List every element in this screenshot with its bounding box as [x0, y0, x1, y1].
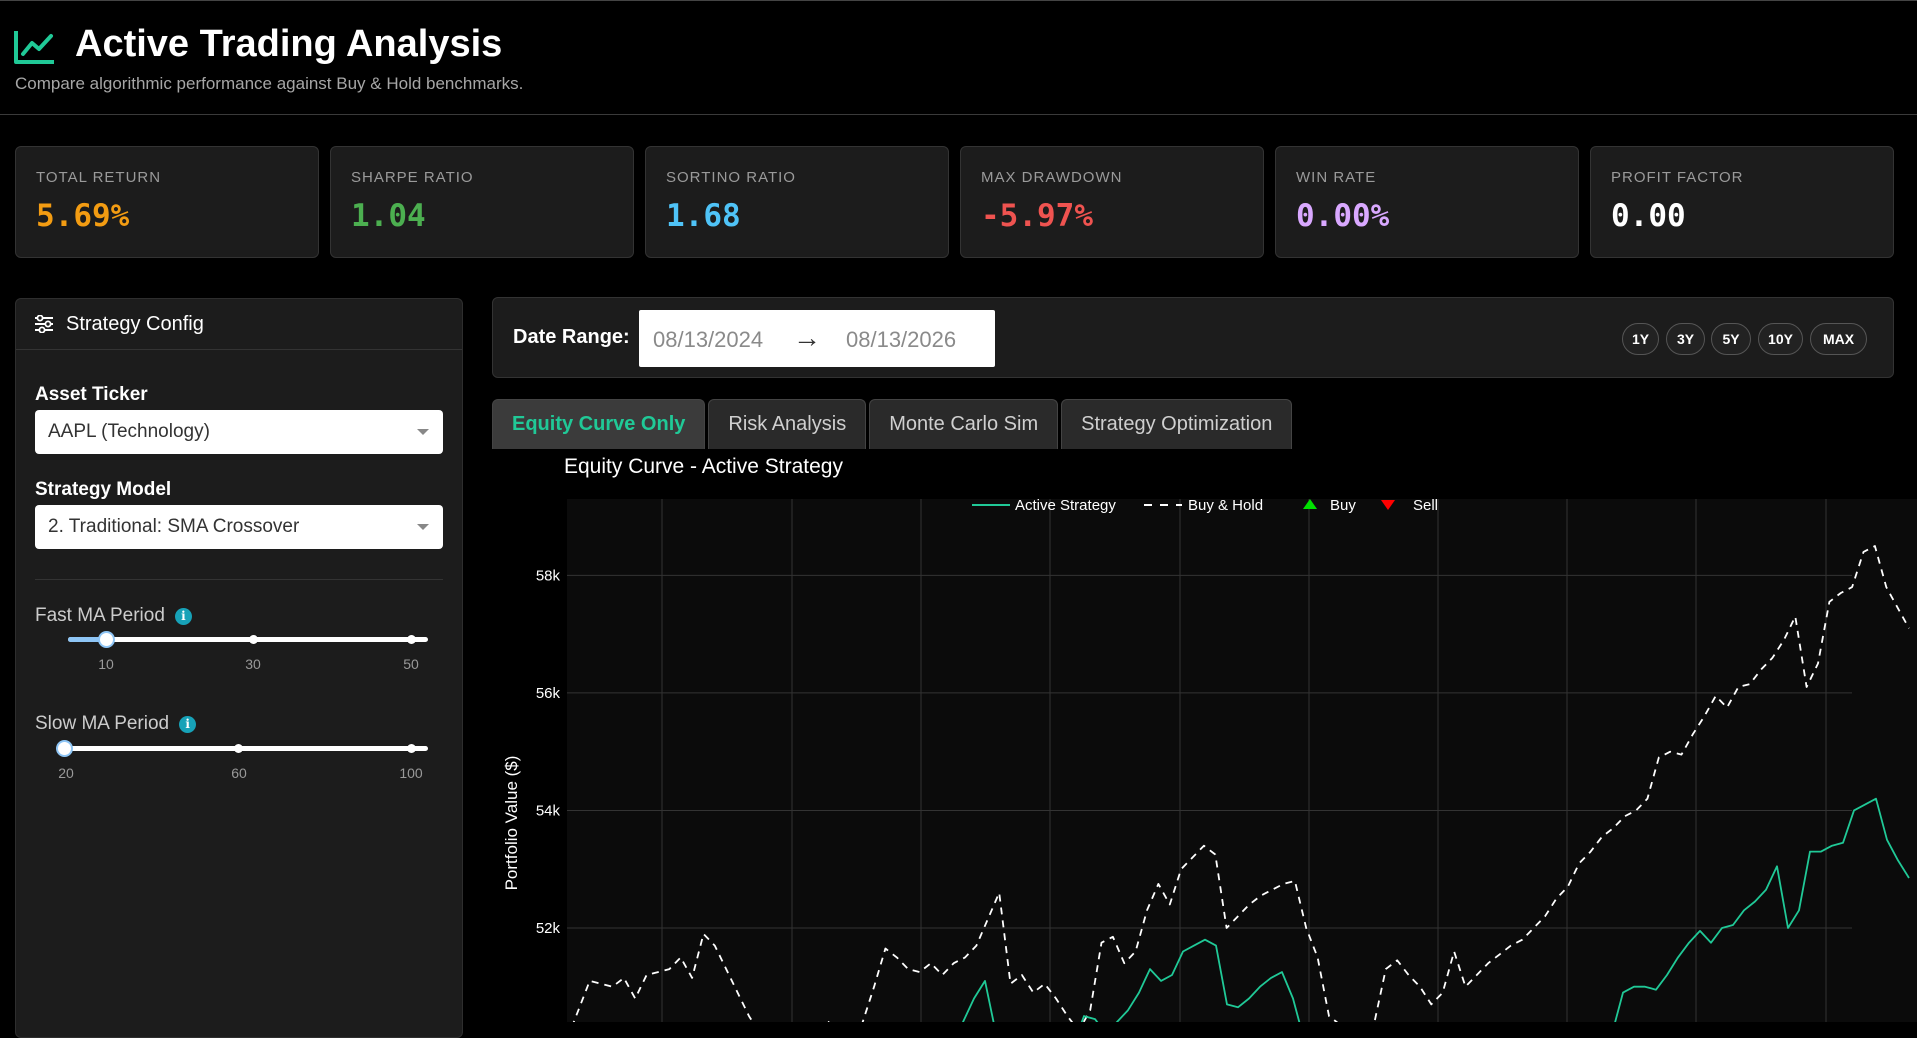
metric-label: Win Rate — [1296, 169, 1377, 186]
legend-swatch-sell-icon — [1381, 500, 1395, 510]
arrow-right-icon: → — [793, 322, 821, 353]
tab-monte-carlo[interactable]: Monte Carlo Sim — [869, 399, 1059, 449]
metric-label: Max Drawdown — [981, 169, 1123, 186]
range-button-max[interactable]: MAX — [1810, 323, 1867, 355]
tab-strategy-optimization[interactable]: Strategy Optimization — [1061, 399, 1293, 449]
metric-value: 1.04 — [351, 198, 426, 234]
plot-background — [567, 499, 1917, 1022]
divider — [35, 579, 443, 580]
panel-header: Strategy Config — [16, 299, 462, 350]
y-tick-label: 56k — [536, 685, 561, 702]
strategy-config-panel: Strategy Config Asset Ticker AAPL (Techn… — [15, 298, 463, 1038]
legend-swatch-buy-icon — [1303, 499, 1317, 509]
slider-track[interactable] — [61, 746, 428, 751]
slider-mark — [249, 635, 258, 644]
metric-card-total-return: Total Return 5.69% — [15, 146, 319, 258]
chart-legend: Active Strategy Buy & Hold Buy Sell — [972, 497, 1438, 514]
legend-label-active-strategy: Active Strategy — [1015, 497, 1116, 514]
metric-label: Profit Factor — [1611, 169, 1744, 186]
info-icon[interactable]: i — [179, 715, 197, 733]
y-tick-label: 54k — [536, 802, 561, 819]
page-header: Active Trading Analysis Compare algorith… — [0, 0, 1917, 115]
metric-card-sortino-ratio: Sortino Ratio 1.68 — [645, 146, 949, 258]
strategy-model-select[interactable]: 2. Traditional: SMA Crossover — [35, 505, 443, 549]
end-date-input[interactable]: 08/13/2026 — [846, 327, 957, 352]
chevron-down-icon — [417, 429, 429, 435]
slider-tick-label: 30 — [245, 656, 261, 672]
slider-handle[interactable] — [56, 740, 73, 757]
metric-card-win-rate: Win Rate 0.00% — [1275, 146, 1579, 258]
range-button-1y[interactable]: 1Y — [1622, 323, 1659, 355]
date-range-label: Date Range: — [513, 326, 630, 348]
asset-ticker-label: Asset Ticker — [35, 384, 148, 405]
slider-track-fill — [68, 637, 108, 642]
y-axis-title: Portfolio Value ($) — [502, 756, 521, 891]
info-icon[interactable]: i — [174, 607, 192, 625]
metric-card-profit-factor: Profit Factor 0.00 — [1590, 146, 1894, 258]
slow-ma-label: Slow MA Period i — [35, 713, 197, 735]
chart-tabs: Equity Curve Only Risk Analysis Monte Ca… — [492, 399, 1295, 449]
chart-title: Equity Curve - Active Strategy — [564, 455, 843, 478]
legend-label-sell: Sell — [1413, 497, 1438, 514]
slider-tick-label: 100 — [399, 765, 423, 781]
range-button-5y[interactable]: 5Y — [1711, 323, 1751, 355]
start-date-input[interactable]: 08/13/2024 — [653, 327, 764, 352]
metrics-row: Total Return 5.69% Sharpe Ratio 1.04 Sor… — [15, 146, 1894, 258]
range-button-3y[interactable]: 3Y — [1666, 323, 1705, 355]
metric-value: 0.00% — [1296, 198, 1390, 234]
chevron-down-icon — [417, 524, 429, 530]
slider-tick-label: 50 — [403, 656, 419, 672]
page-subtitle: Compare algorithmic performance against … — [15, 74, 524, 93]
chart-line-icon — [14, 31, 54, 64]
slider-handle[interactable] — [98, 631, 115, 648]
slider-tick-label: 20 — [58, 765, 74, 781]
asset-ticker-select[interactable]: AAPL (Technology) — [35, 410, 443, 454]
chart-svg: 52k 54k 56k 58k Equity Curve - Active Strat… — [502, 455, 1917, 1038]
metric-label: Total Return — [36, 169, 162, 186]
equity-curve-chart: 52k 54k 56k 58k Equity Curve - Active Strat… — [492, 449, 1917, 1038]
page-title: Active Trading Analysis — [75, 23, 503, 65]
slow-ma-label-text: Slow MA Period — [35, 713, 170, 734]
strategy-model-label: Strategy Model — [35, 479, 172, 500]
slider-mark — [407, 744, 416, 753]
fast-ma-label: Fast MA Period i — [35, 605, 192, 627]
series-line-active-strategy — [954, 797, 1910, 1038]
legend-label-buy: Buy — [1330, 497, 1356, 514]
metric-value: 5.69% — [36, 198, 130, 234]
metric-card-max-drawdown: Max Drawdown -5.97% — [960, 146, 1264, 258]
asset-ticker-value: AAPL (Technology) — [48, 421, 210, 442]
metric-value: -5.97% — [981, 198, 1093, 234]
metric-value: 0.00 — [1611, 198, 1686, 234]
tab-equity-curve[interactable]: Equity Curve Only — [492, 399, 706, 449]
panel-title: Strategy Config — [66, 312, 204, 335]
fast-ma-label-text: Fast MA Period — [35, 605, 165, 626]
date-range-picker[interactable]: 08/13/2024 → 08/13/2026 — [639, 310, 995, 367]
slider-mark — [407, 635, 416, 644]
slider-tick-label: 10 — [98, 656, 114, 672]
range-button-10y[interactable]: 10Y — [1758, 323, 1803, 355]
date-range-bar: Date Range: 08/13/2024 → 08/13/2026 — [492, 297, 1894, 378]
metric-card-sharpe-ratio: Sharpe Ratio 1.04 — [330, 146, 634, 258]
chart-axes: 52k 54k 56k 58k — [536, 567, 561, 937]
metric-value: 1.68 — [666, 198, 741, 234]
metric-label: Sharpe Ratio — [351, 169, 474, 186]
legend-label-buy-hold: Buy & Hold — [1188, 497, 1263, 514]
slider-mark — [234, 744, 243, 753]
sliders-icon — [35, 315, 53, 333]
slider-track[interactable] — [68, 637, 428, 642]
y-tick-label: 58k — [536, 567, 561, 584]
strategy-model-value: 2. Traditional: SMA Crossover — [48, 516, 300, 537]
tab-risk-analysis[interactable]: Risk Analysis — [708, 399, 867, 449]
y-tick-label: 52k — [536, 920, 561, 937]
chart-grid — [567, 499, 1852, 1022]
slider-tick-label: 60 — [231, 765, 247, 781]
metric-label: Sortino Ratio — [666, 169, 796, 186]
